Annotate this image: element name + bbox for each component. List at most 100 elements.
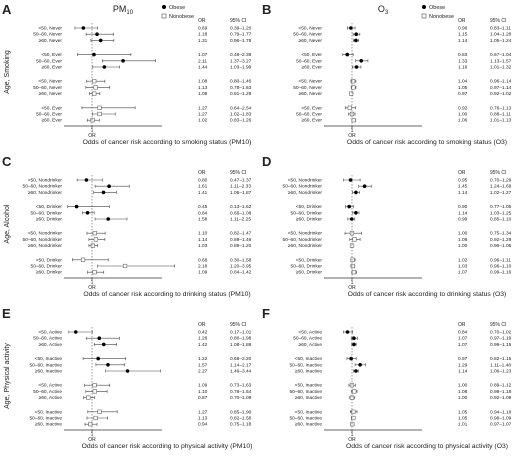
row-ci-value: 0.89–1.12 xyxy=(490,383,512,389)
row-label: ≥60, Nondrinker xyxy=(28,243,62,249)
row-or-value: 0.69 xyxy=(198,26,208,32)
row-label: 50–60, Active xyxy=(33,336,62,342)
row-or-value: 1.10 xyxy=(198,389,208,395)
row-ci-value: 0.98–1.09 xyxy=(490,416,512,422)
panel-description: Odds of cancer risk according to smoking… xyxy=(83,139,252,146)
point-nonobese xyxy=(88,422,93,427)
row-ci-value: 0.98–1.18 xyxy=(490,389,512,395)
row-or-value: 1.05 xyxy=(458,416,468,422)
point-nonobese xyxy=(93,415,98,421)
row-or-value: 0.90 xyxy=(458,204,468,210)
point-obese xyxy=(106,363,110,367)
row-ci-value: 0.85–1.90 xyxy=(230,409,252,415)
point-obese xyxy=(359,59,364,63)
row-ci-value: 0.75–1.34 xyxy=(490,231,512,237)
row-ci-value: 1.06–1.87 xyxy=(230,190,252,196)
row-ci-value: 0.77–1.05 xyxy=(490,204,512,210)
point-nonobese xyxy=(352,237,357,242)
row-or-value: 0.84 xyxy=(198,210,208,216)
column-header-or: OR xyxy=(458,322,466,328)
point-obese xyxy=(121,59,125,63)
row-or-value: 1.57 xyxy=(198,362,208,368)
row-ci-value: 0.99–1.16 xyxy=(490,270,512,276)
x-axis-label: OR xyxy=(88,285,96,291)
row-ci-value: 0.89–1.20 xyxy=(230,243,252,249)
x-axis-label: OR xyxy=(348,285,356,291)
panel-letter: B xyxy=(262,2,271,17)
row-or-value: 1.06 xyxy=(458,118,468,124)
panel-title-sub: 10 xyxy=(126,10,133,16)
panel-b: B O3 Obese Nonobese OR 95% CI <50, Never 0.96 0.… xyxy=(262,2,512,146)
row-ci-value: 0.66–1.08 xyxy=(230,210,252,216)
row-or-value: 1.03 xyxy=(198,243,208,249)
row-label: <50, Active xyxy=(298,330,322,336)
row-label: ≥60, Ever xyxy=(42,118,63,124)
point-nonobese xyxy=(90,243,95,248)
column-header-or: OR xyxy=(198,170,206,176)
row-or-value: 1.15 xyxy=(458,32,468,38)
point-obese xyxy=(354,65,359,69)
point-nonobese xyxy=(93,237,99,242)
point-obese xyxy=(74,204,79,209)
row-ci-value: 1.08–1.88 xyxy=(230,342,252,348)
row-label: 50–60, Never xyxy=(293,32,322,38)
point-obese xyxy=(348,178,353,182)
point-nonobese xyxy=(97,105,102,110)
row-label: 50–60, Ever xyxy=(296,58,322,64)
column-header-ci: 95% CI xyxy=(230,170,246,176)
row-label: 50–60, Drinker xyxy=(31,210,63,216)
row-ci-value: 0.96–1.11 xyxy=(490,257,511,263)
point-nonobese xyxy=(86,395,91,400)
row-ci-value: 0.70–1.29 xyxy=(490,178,512,184)
point-nonobese xyxy=(351,270,357,275)
row-label: <50, Never xyxy=(298,26,322,32)
row-label: ≥60, Inactive xyxy=(295,422,322,428)
row-label: ≥60, Active xyxy=(299,342,323,348)
row-ci-value: 0.96–1.10 xyxy=(490,264,512,270)
point-nonobese xyxy=(349,91,354,96)
point-nonobese xyxy=(351,409,356,414)
row-label: 50–60, Never xyxy=(33,85,62,91)
point-obese xyxy=(125,369,130,373)
panel-title: PM10 xyxy=(113,4,134,16)
row-label: ≥60, Inactive xyxy=(295,369,322,375)
row-label: ≥60, Inactive xyxy=(35,369,62,375)
panel-letter: C xyxy=(2,154,12,169)
row-label: 50–60, Inactive xyxy=(29,416,62,422)
row-or-value: 1.00 xyxy=(458,112,468,118)
row-label: <50, Ever xyxy=(41,52,62,58)
legend-marker-nonobese xyxy=(161,13,167,19)
row-or-value: 0.45 xyxy=(198,204,208,210)
row-ci-value: 0.92–1.29 xyxy=(490,237,512,243)
row-or-value: 2.11 xyxy=(198,58,207,64)
row-label: ≥60, Never xyxy=(39,91,63,97)
row-label: <50, Never xyxy=(298,79,322,85)
row-label: ≥60, Never xyxy=(299,91,323,97)
row-or-value: 1.03 xyxy=(458,264,468,270)
point-nonobese xyxy=(97,111,102,117)
row-label: 50–60, Inactive xyxy=(29,362,62,368)
row-or-value: 0.80 xyxy=(198,178,208,184)
row-label: <50, Inactive xyxy=(295,409,323,415)
panel-letter: F xyxy=(262,306,270,321)
row-label: <50, Nondrinker xyxy=(288,178,323,184)
legend-label-obese: Obese xyxy=(169,5,185,11)
row-ci-value: 0.97–1.19 xyxy=(490,336,512,342)
point-obese xyxy=(349,217,354,221)
point-nonobese xyxy=(351,85,356,90)
row-or-value: 1.27 xyxy=(198,409,208,415)
row-label: <50, Ever xyxy=(41,105,62,111)
row-label: <50, Nondrinker xyxy=(28,231,63,237)
row-label: <50, Inactive xyxy=(35,409,63,415)
point-obese xyxy=(362,184,367,188)
row-ci-value: 0.64–2.54 xyxy=(230,105,252,111)
row-or-value: 0.94 xyxy=(198,422,208,428)
column-header-ci: 95% CI xyxy=(230,18,246,24)
row-label: 50–60, Nondrinker xyxy=(283,184,323,190)
panel-title-sub: 3 xyxy=(385,10,389,16)
row-label: ≥60, Drinker xyxy=(36,217,62,223)
row-ci-value: 0.92–1.09 xyxy=(490,395,512,401)
row-label: <50, Active xyxy=(38,383,62,389)
row-or-value: 1.10 xyxy=(198,231,208,237)
